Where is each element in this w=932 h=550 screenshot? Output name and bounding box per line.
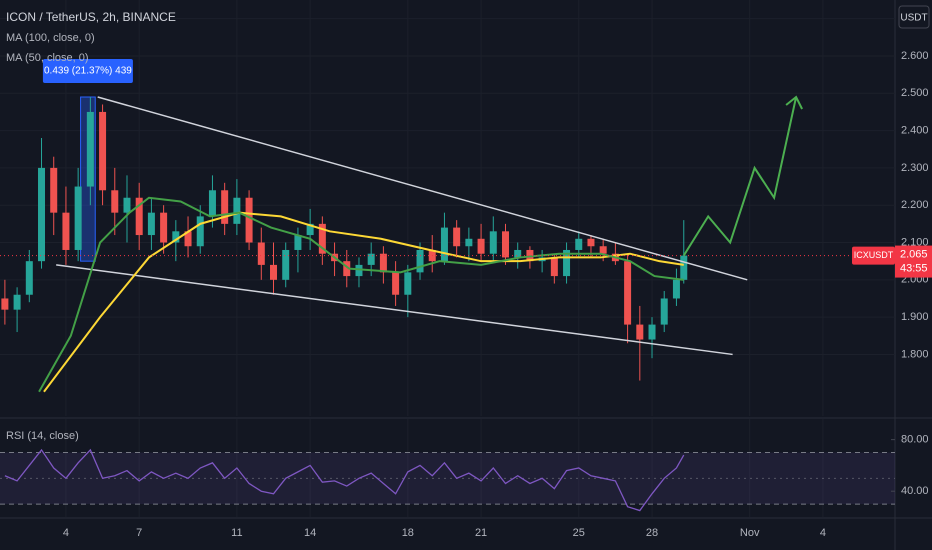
candle-body	[680, 255, 688, 280]
candle-body	[160, 212, 168, 243]
candle-body	[575, 238, 583, 250]
candle-body	[233, 197, 241, 224]
candle-body	[379, 253, 387, 273]
y-tick-label: 2.300	[901, 162, 929, 174]
candle-body	[563, 249, 571, 277]
candle-body	[550, 257, 558, 277]
candle-body	[99, 111, 107, 191]
candle-body	[208, 190, 216, 217]
candle-body	[355, 264, 363, 277]
candle-body	[74, 186, 82, 250]
legend-entry: MA (100, close, 0)	[6, 32, 95, 44]
price-tag	[895, 245, 932, 278]
candle-body	[282, 249, 290, 280]
axis-unit: USDT	[900, 13, 927, 24]
candle-body	[50, 167, 58, 213]
candle-body	[440, 227, 448, 262]
candle-body	[86, 111, 94, 187]
measure-label: 0.439 (21.37%) 439	[44, 66, 132, 77]
candle-body	[343, 261, 351, 277]
candle-body	[257, 242, 265, 265]
symbol-label: ICXUSDT	[854, 250, 894, 260]
candle-body	[416, 249, 424, 273]
candle-body	[514, 249, 522, 258]
candle-body	[62, 212, 70, 250]
y-tick-label: 2.600	[901, 50, 929, 62]
trendline	[97, 96, 748, 281]
rsi-tick-label: 80.00	[901, 434, 929, 446]
moving-average	[38, 196, 684, 393]
candle-body	[147, 212, 155, 236]
candle-body	[624, 261, 632, 325]
chart-title: ICON / TetherUS, 2h, BINANCE	[6, 10, 176, 24]
x-tick-label: 18	[402, 527, 414, 539]
moving-average	[43, 211, 684, 393]
candle-body	[318, 223, 326, 254]
candle-body	[477, 238, 485, 254]
y-tick-label: 2.200	[901, 199, 929, 211]
x-tick-label: Nov	[740, 527, 760, 539]
trendline	[56, 264, 733, 356]
candle-body	[599, 246, 607, 254]
candle-body	[172, 231, 180, 243]
candle-body	[270, 264, 278, 280]
y-tick-label: 2.400	[901, 124, 929, 136]
projection-arrowhead	[785, 95, 803, 110]
candle-body	[13, 294, 21, 310]
candle-body	[245, 197, 253, 243]
rsi-line	[4, 448, 685, 512]
x-tick-label: 25	[573, 527, 585, 539]
candle-body	[672, 279, 680, 299]
y-tick-label: 1.900	[901, 311, 929, 323]
candle-body	[123, 197, 131, 213]
candle-body	[636, 324, 644, 340]
symbol-tag	[852, 246, 895, 265]
price-pane	[0, 96, 895, 393]
legend-entry: MA (50, close, 0)	[6, 52, 89, 64]
rsi-tick-label: 40.00	[901, 485, 929, 497]
candle-body	[135, 197, 143, 236]
candle-body	[453, 227, 461, 247]
candle-body	[38, 167, 46, 262]
candle-body	[294, 235, 302, 250]
y-tick-label: 1.800	[901, 348, 929, 360]
candle-body	[465, 238, 473, 247]
x-tick-label: 28	[646, 527, 658, 539]
candle-body	[367, 253, 375, 265]
measure-label-box	[42, 59, 133, 84]
rsi-pane	[0, 419, 895, 517]
candle-body	[501, 231, 509, 258]
x-tick-label: 14	[304, 527, 316, 539]
x-tick-label: 11	[231, 527, 242, 539]
projection	[682, 96, 798, 257]
y-tick-label: 2.100	[901, 236, 929, 248]
candle-body	[587, 238, 595, 247]
candle-body	[1, 298, 9, 310]
candle-body	[489, 231, 497, 254]
y-tick-label: 2.500	[901, 87, 929, 99]
last-price: 2.065	[900, 248, 928, 260]
candle-body	[196, 216, 204, 247]
candle-body	[648, 324, 656, 340]
candle-body	[111, 190, 119, 213]
x-tick-label: 7	[136, 527, 142, 539]
unit-box	[898, 5, 930, 29]
candle-body	[221, 190, 229, 224]
candle-body	[306, 223, 314, 236]
candle-body	[404, 272, 412, 295]
rsi-title: RSI (14, close)	[6, 430, 79, 442]
x-tick-label: 4	[820, 527, 826, 539]
rsi-band	[0, 452, 895, 505]
candle-body	[392, 272, 400, 295]
x-tick-label: 4	[63, 527, 69, 539]
countdown: 43:55	[900, 262, 928, 274]
x-tick-label: 21	[475, 527, 487, 539]
candle-body	[660, 298, 668, 325]
candle-body	[25, 261, 33, 295]
candle-body	[184, 231, 192, 247]
